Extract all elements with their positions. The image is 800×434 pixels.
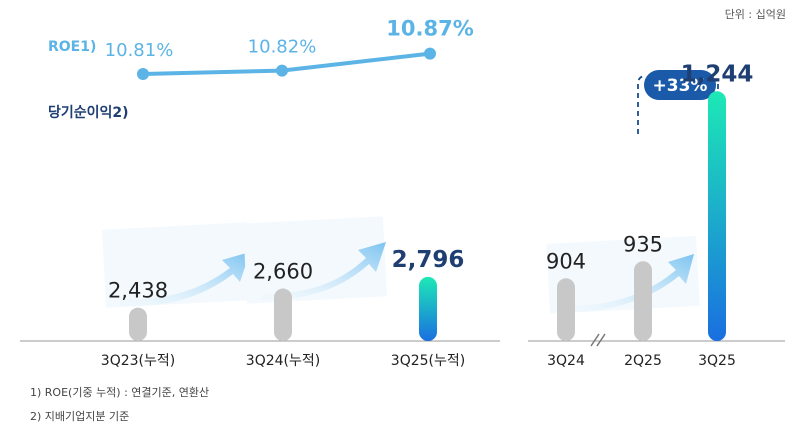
- x-tick-label: 3Q23(누적): [101, 353, 175, 369]
- bar-cumulative-0: [129, 307, 147, 341]
- roe-series-label: ROE1): [48, 39, 96, 55]
- roe-point: [137, 68, 149, 80]
- growth-badge: [644, 70, 716, 100]
- x-tick-label: 3Q24: [547, 353, 585, 369]
- x-tick-label: 3Q25(누적): [391, 353, 465, 369]
- bar-value-label: 1,244: [681, 61, 754, 87]
- x-tick-label: 3Q24(누적): [246, 353, 320, 369]
- bar-value-label: 935: [623, 232, 663, 256]
- roe-value-label: 10.81%: [105, 40, 174, 61]
- roe-point: [276, 64, 288, 77]
- x-tick-label: 3Q25: [698, 353, 736, 369]
- bar-value-label: 2,660: [253, 260, 313, 284]
- axis-break-icon: [590, 333, 606, 347]
- bar-value-label: 2,796: [392, 247, 465, 273]
- roe-value-label: 10.87%: [386, 17, 473, 41]
- growth-badge-label: +33%: [653, 76, 708, 96]
- x-tick-label: 2Q25: [624, 353, 662, 369]
- growth-arrow-1: [102, 222, 251, 308]
- bar-quarter-1: [634, 261, 652, 341]
- bar-cumulative-2: [419, 276, 437, 341]
- bar-value-label: 2,438: [108, 279, 168, 303]
- footnote-roe: 1) ROE(기중 누적) : 연결기준, 연환산: [30, 386, 210, 399]
- bar-cumulative-1: [274, 288, 292, 341]
- roe-value-label: 10.82%: [248, 37, 317, 58]
- growth-arrow-2: [243, 216, 387, 304]
- growth-arrow-3: [546, 235, 700, 314]
- bar-quarter-0: [557, 278, 575, 341]
- bar-value-label: 904: [546, 249, 586, 273]
- roe-point: [424, 47, 436, 60]
- unit-label: 단위 : 십억원: [724, 8, 786, 21]
- net-income-series-label: 당기순이익2): [48, 104, 129, 121]
- bar-quarter-2: [708, 91, 726, 341]
- footnote-net-income: 2) 지배기업지분 기준: [30, 410, 130, 423]
